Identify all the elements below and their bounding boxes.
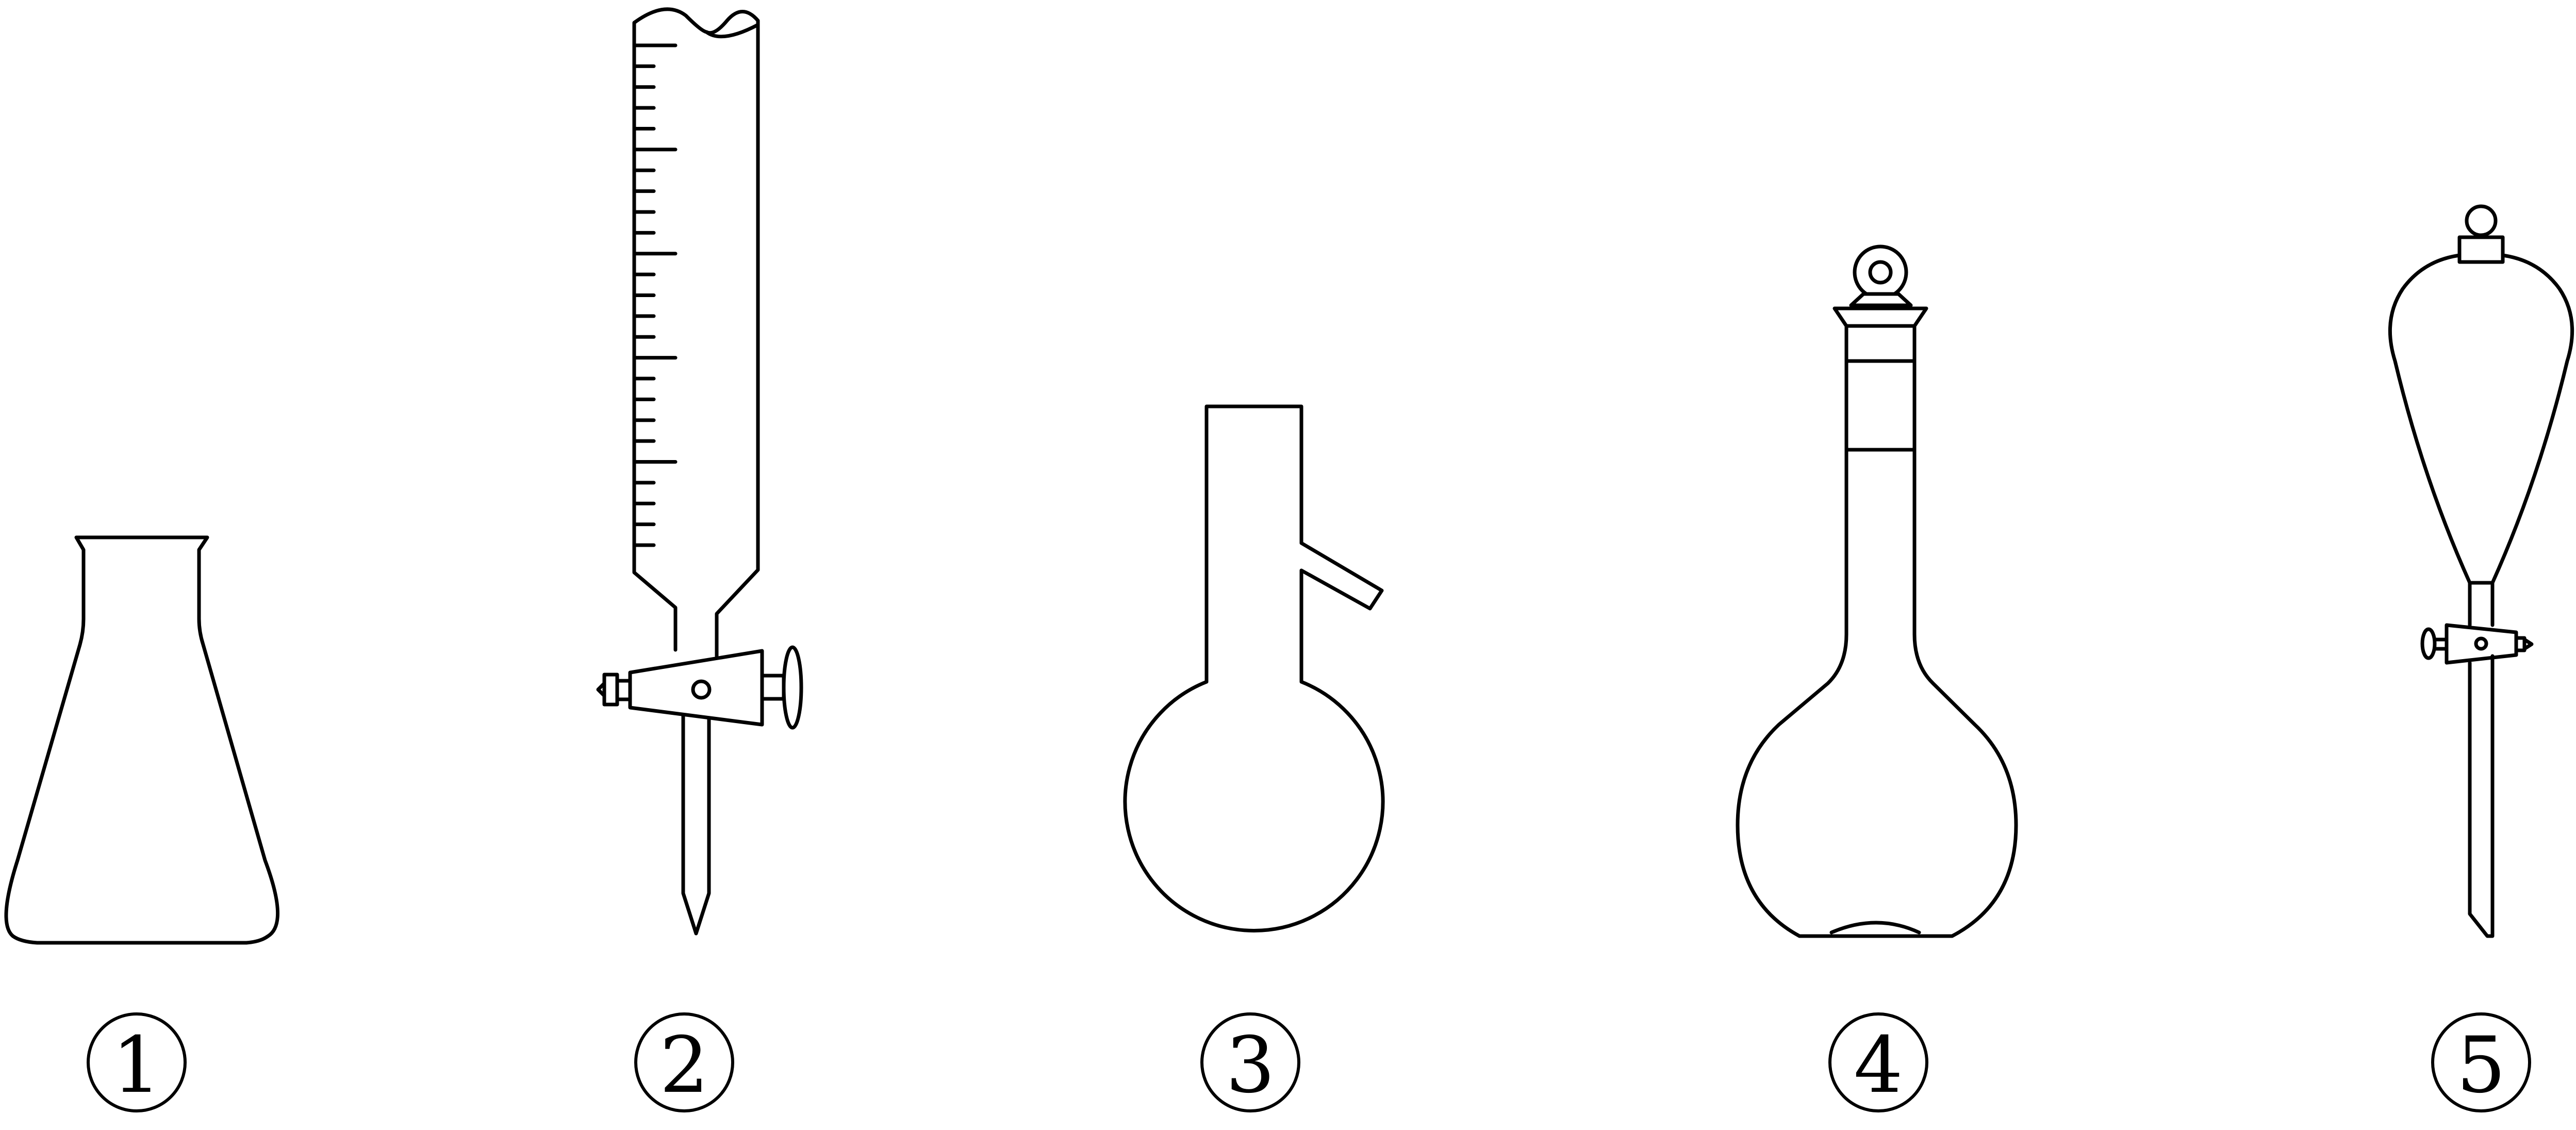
label-5: 5 <box>2431 1012 2531 1112</box>
label-2: 2 <box>634 1012 734 1112</box>
label-1: 1 <box>87 1012 187 1112</box>
svg-text:2: 2 <box>659 1021 708 1110</box>
svg-text:1: 1 <box>112 1021 161 1110</box>
acid-burette <box>596 7 803 936</box>
erlenmeyer-flask <box>4 535 280 945</box>
separatory-funnel <box>2388 204 2574 938</box>
svg-text:5: 5 <box>2456 1021 2505 1110</box>
label-4: 4 <box>1828 1012 1928 1112</box>
burette-graduations <box>632 43 678 547</box>
label-3: 3 <box>1200 1012 1300 1112</box>
volumetric-flask <box>1736 244 2018 938</box>
svg-text:3: 3 <box>1226 1021 1275 1110</box>
svg-text:4: 4 <box>1854 1021 1903 1110</box>
distillation-flask <box>1123 404 1385 932</box>
